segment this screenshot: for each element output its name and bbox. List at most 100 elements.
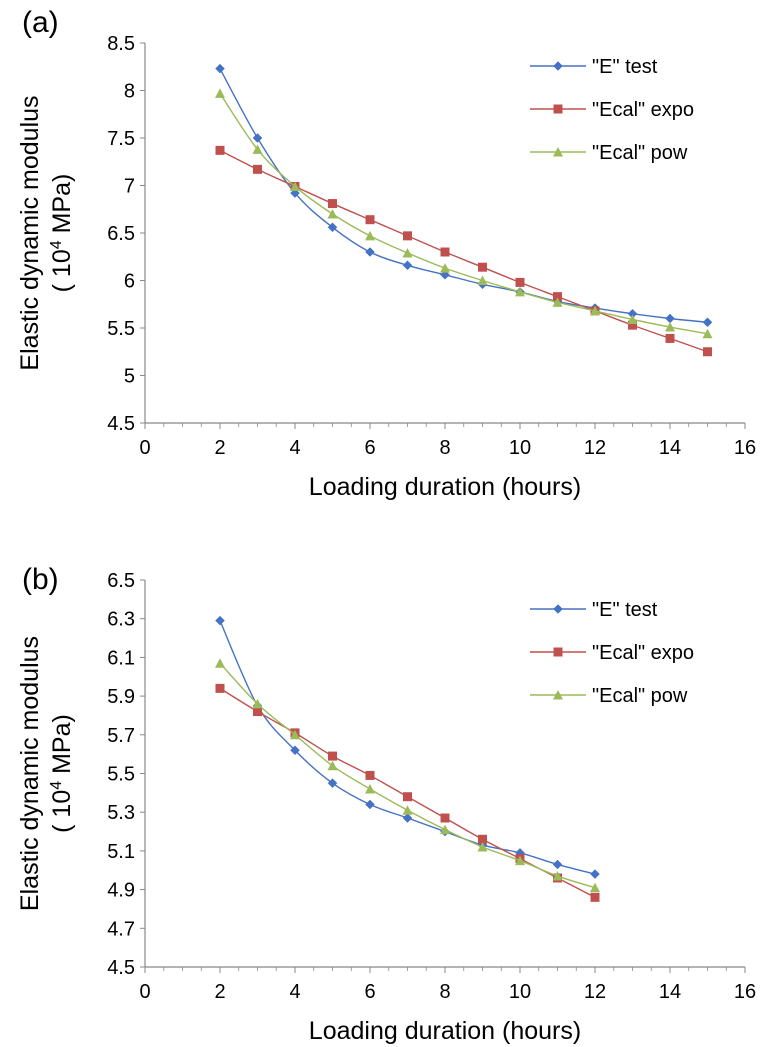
y-tick-label: 5.7 <box>107 725 135 747</box>
legend-label: "Ecal" expo <box>592 99 694 121</box>
y-axis-unit-exponent: 4 <box>48 781 65 790</box>
data-point <box>328 751 337 761</box>
y-tick-label: 5.9 <box>107 686 135 708</box>
data-point <box>702 317 713 328</box>
x-tick-label: 10 <box>509 981 531 1003</box>
data-point <box>365 215 375 225</box>
y-tick-label: 8 <box>124 81 135 103</box>
series-line <box>219 620 596 875</box>
legend-marker <box>553 647 563 657</box>
data-point <box>440 824 450 835</box>
data-point <box>590 305 600 316</box>
x-tick-label: 8 <box>439 437 450 459</box>
legend-marker <box>553 147 563 157</box>
data-point <box>327 760 338 771</box>
data-point <box>665 322 675 332</box>
data-point <box>403 792 412 802</box>
chart-panel-b: 4.5 4.7 4.9 5.1 5.3 5.5 5.7 5.9 6.1 6.3 6.5 0 2 4 6 8 10… <box>16 563 756 1045</box>
x-tick-label: 8 <box>439 981 450 1003</box>
series-line <box>219 662 596 889</box>
data-point <box>402 247 413 258</box>
data-point <box>253 164 262 174</box>
data-point <box>627 314 638 324</box>
y-axis-unit-suffix: MPa) <box>48 714 76 781</box>
data-point <box>327 222 338 233</box>
y-axis-title-line2: ( 104 MPa) <box>48 174 76 293</box>
x-axis-title: Loading duration (hours) <box>309 1017 581 1045</box>
y-axis-unit-exponent: 4 <box>48 240 65 249</box>
series-line <box>219 92 708 335</box>
x-tick-label: 6 <box>364 981 375 1003</box>
x-tick-label: 4 <box>289 437 300 459</box>
data-point <box>402 805 413 815</box>
x-tick-label: 12 <box>584 437 606 459</box>
data-point <box>515 855 525 866</box>
y-tick-label: 6 <box>124 271 135 293</box>
data-point <box>552 859 563 870</box>
data-point <box>252 698 263 709</box>
y-tick-label: 6.1 <box>107 647 135 669</box>
data-point <box>478 262 487 272</box>
data-point <box>290 745 300 756</box>
data-point <box>477 842 488 852</box>
x-tick-label: 10 <box>509 437 531 459</box>
data-point <box>440 247 450 257</box>
data-point <box>215 615 225 626</box>
x-tick-label: 4 <box>289 981 300 1003</box>
panel-label: (a) <box>22 6 59 39</box>
data-point <box>402 260 413 271</box>
legend-label: "Ecal" pow <box>592 685 688 707</box>
data-point <box>553 292 562 302</box>
data-point <box>590 882 600 893</box>
y-tick-label: 5.3 <box>107 802 135 824</box>
y-axis-title-line1: Elastic dynamic modulus <box>16 95 44 370</box>
data-point <box>327 209 338 219</box>
data-point <box>515 286 525 297</box>
y-axis-unit-suffix: MPa) <box>48 174 76 241</box>
y-tick-label: 5 <box>124 366 135 388</box>
x-tick-label: 2 <box>214 437 225 459</box>
y-tick-label: 4.5 <box>107 413 135 435</box>
y-tick-label: 4.5 <box>107 957 135 979</box>
y-tick-label: 6.5 <box>107 223 135 245</box>
data-point <box>702 328 713 339</box>
data-point <box>365 799 375 810</box>
x-tick-label: 2 <box>214 981 225 1003</box>
data-point <box>440 813 450 823</box>
data-point <box>665 333 675 343</box>
legend-label: "E" test <box>592 599 658 621</box>
x-tick-label: 14 <box>659 437 681 459</box>
data-point <box>590 892 600 902</box>
data-point <box>628 320 637 330</box>
legend-marker <box>553 61 563 71</box>
data-point <box>365 770 375 780</box>
data-point <box>440 263 450 273</box>
panel-label: (b) <box>22 563 59 596</box>
data-point <box>703 347 712 357</box>
x-tick-label: 14 <box>659 981 681 1003</box>
x-axis-title: Loading duration (hours) <box>309 473 581 501</box>
data-point <box>590 869 600 879</box>
y-tick-label: 5.5 <box>107 764 135 786</box>
data-point <box>552 297 563 307</box>
x-tick-label: 0 <box>139 981 150 1003</box>
data-point <box>478 834 487 844</box>
data-point <box>215 658 225 668</box>
data-point <box>477 275 488 285</box>
series-2 <box>215 88 713 339</box>
data-point <box>327 778 338 789</box>
x-tick-label: 6 <box>364 437 375 459</box>
data-point <box>403 231 412 241</box>
y-axis-unit-prefix: ( 10 <box>48 249 76 292</box>
y-tick-label: 4.7 <box>107 918 135 940</box>
y-axis-title-line2: ( 104 MPa) <box>48 714 76 833</box>
data-point <box>552 871 563 881</box>
y-tick-label: 7.5 <box>107 128 135 150</box>
data-point <box>252 133 263 143</box>
data-point <box>290 729 300 740</box>
x-tick-label: 12 <box>584 981 606 1003</box>
x-tick-label: 16 <box>734 981 756 1003</box>
y-tick-label: 5.1 <box>107 841 135 863</box>
y-tick-label: 7 <box>124 176 135 198</box>
